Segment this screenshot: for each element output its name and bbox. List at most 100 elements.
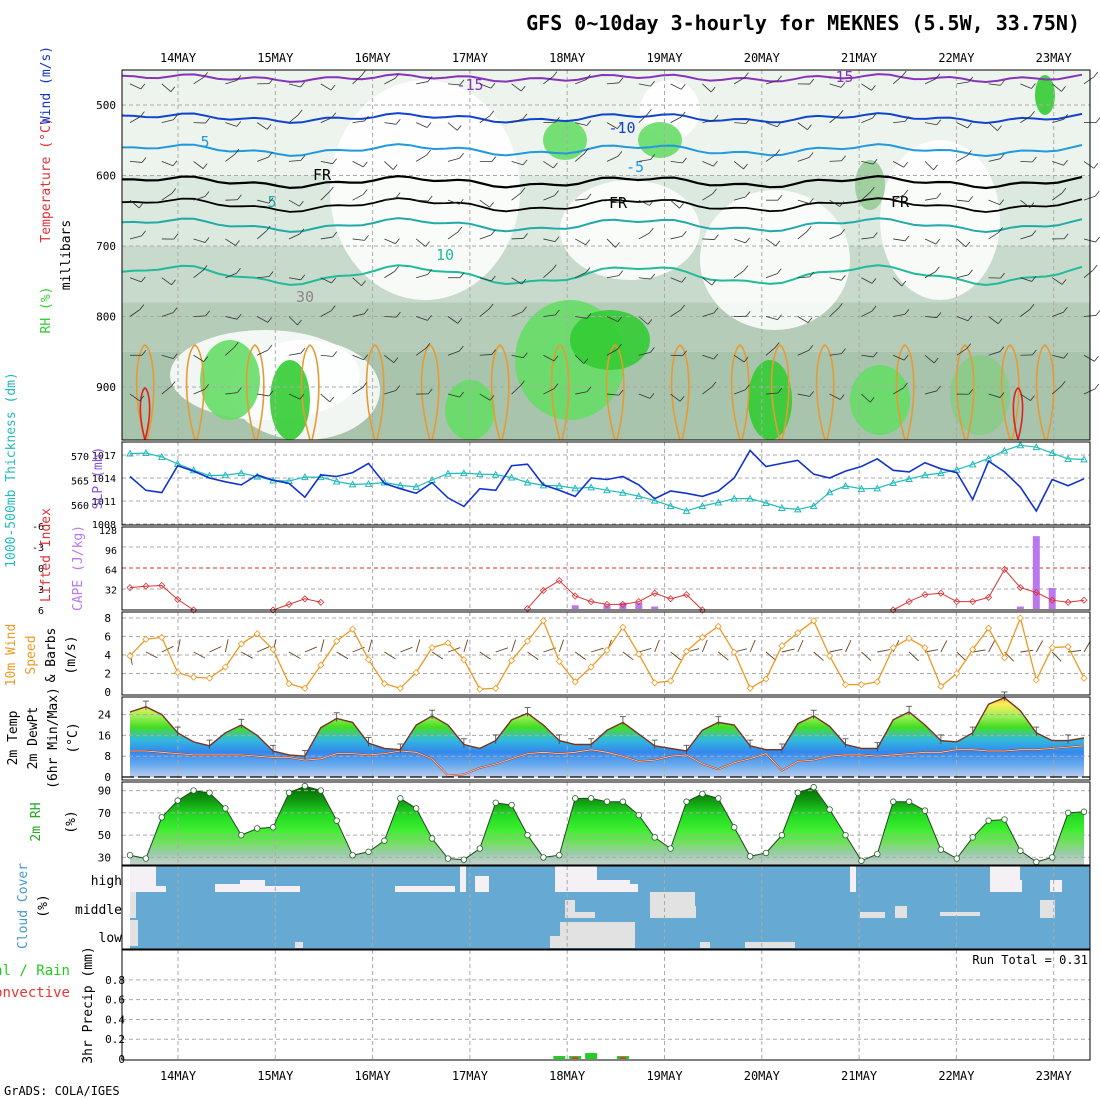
wind-barb	[543, 238, 556, 243]
rh-moist-area	[638, 122, 682, 158]
wind-barb	[956, 316, 969, 322]
rh-marker	[651, 834, 658, 841]
wind-barb-flag	[871, 85, 876, 91]
axis-label-part: (%)	[36, 894, 51, 917]
thickness-marker	[889, 478, 898, 486]
wind-barb-flag	[968, 269, 973, 276]
wind-barb-flag	[1030, 111, 1035, 117]
thickness-marker	[619, 488, 627, 496]
cloud-block	[215, 884, 265, 892]
wind-barb-flag	[554, 236, 560, 242]
rh-marker	[238, 831, 245, 839]
wind-barb-flag	[520, 187, 526, 194]
wind-barb-flag	[872, 112, 877, 119]
axis-label-part: Temperature (°C)	[39, 117, 54, 242]
surface-wind-barb	[590, 647, 604, 653]
wind-barb-flag	[395, 119, 401, 125]
wind-barb	[1020, 308, 1031, 317]
wind-barb	[924, 390, 937, 395]
cape-tick-label: 128	[99, 526, 117, 537]
surface-wind-barb	[670, 651, 682, 661]
wind-barb	[288, 316, 298, 326]
surface-wind-barb	[257, 646, 270, 653]
wind-barb	[320, 191, 330, 201]
wind-speed-marker	[460, 656, 468, 664]
wind-barb	[924, 197, 937, 201]
wind-barb	[288, 114, 299, 123]
bottom-date-label: 17MAY	[452, 1069, 489, 1083]
thickness-marker	[1064, 454, 1072, 462]
contour-label: FR	[609, 194, 628, 212]
wind-barb-flag	[522, 159, 528, 166]
wind-barb-flag	[552, 264, 557, 270]
temp-tick-label: 0	[104, 771, 111, 784]
wind-barb	[733, 354, 745, 363]
wind-barb	[956, 348, 967, 356]
cloud-block	[240, 880, 265, 886]
thickness-marker	[698, 501, 707, 509]
warm-temp-contour	[245, 344, 265, 441]
wind-barb	[511, 354, 524, 359]
wind-barb-flag	[871, 278, 877, 284]
wind-barb-flag	[936, 119, 942, 125]
wind-barb	[733, 77, 745, 85]
wind-barb-flag	[648, 227, 654, 234]
rh-marker	[476, 845, 483, 852]
wind-barb-flag	[234, 148, 240, 155]
stability-panel: -6 -3 0 3 6 128 96 64 32 Lifted Index CAPE (J/kg)	[32, 508, 1091, 617]
wind-barb	[161, 161, 174, 167]
run-total-label: Run Total = 0.31	[972, 953, 1088, 967]
wind-barb-flag	[329, 396, 335, 403]
wind-barb	[384, 238, 396, 245]
wind-barb-flag	[300, 274, 306, 281]
wind-barb-flag	[650, 80, 655, 87]
surface-wind-barb	[638, 647, 652, 653]
wind-barb	[288, 199, 300, 207]
wind-barb-flag	[1031, 276, 1037, 282]
rh-tick-label: 50	[98, 829, 111, 842]
surface-wind-barb	[765, 651, 777, 661]
wind-barb-flag	[363, 308, 369, 315]
wind-barb-flag	[647, 109, 652, 115]
wind-barb	[829, 353, 842, 356]
wind-speed-marker	[953, 669, 961, 678]
top-date-label: 20MAY	[744, 51, 781, 65]
slp-tick-label: 1014	[92, 474, 116, 485]
wind-barb	[1020, 115, 1031, 123]
surface-wind-barb	[384, 651, 396, 660]
wind-barb-flag	[617, 344, 622, 350]
wind-barb-flag	[523, 352, 528, 359]
rh-marker	[301, 782, 309, 790]
wind-speed-marker	[619, 623, 627, 631]
wind-barb	[511, 161, 524, 166]
warm-temp-contour	[185, 344, 205, 441]
wind-barb	[416, 122, 428, 128]
wind-barb-flag	[808, 152, 814, 158]
wind-barb	[257, 276, 270, 279]
lifted-index-marker	[682, 591, 691, 599]
cape-axis-label: CAPE (J/kg)	[71, 525, 86, 611]
wind-barbs	[129, 70, 1100, 403]
cloud-block	[700, 942, 710, 948]
wind-barb-flag	[870, 186, 875, 193]
axis-label-part: 2m RH	[29, 802, 44, 841]
wind-speed-marker	[301, 684, 309, 692]
wind-barb	[225, 122, 237, 127]
lifted-index-marker	[142, 582, 150, 590]
cloud-block	[690, 906, 696, 918]
wind-barb	[1051, 277, 1063, 285]
rh-marker	[699, 790, 706, 798]
wind-barb	[988, 232, 999, 240]
wind-barb	[161, 312, 174, 317]
wind-barb	[1051, 385, 1062, 395]
wind-barb	[511, 277, 522, 285]
contour-label: 5	[267, 193, 276, 211]
wind-barb	[670, 235, 683, 240]
bottom-date-label: 23MAY	[1036, 1069, 1073, 1083]
wind-barb	[415, 154, 427, 162]
wind-barb-flag	[615, 242, 620, 248]
wind-barb-flag	[777, 314, 782, 320]
rh-marker	[349, 852, 356, 859]
thickness-marker	[555, 481, 564, 489]
wind-barb	[161, 277, 172, 286]
